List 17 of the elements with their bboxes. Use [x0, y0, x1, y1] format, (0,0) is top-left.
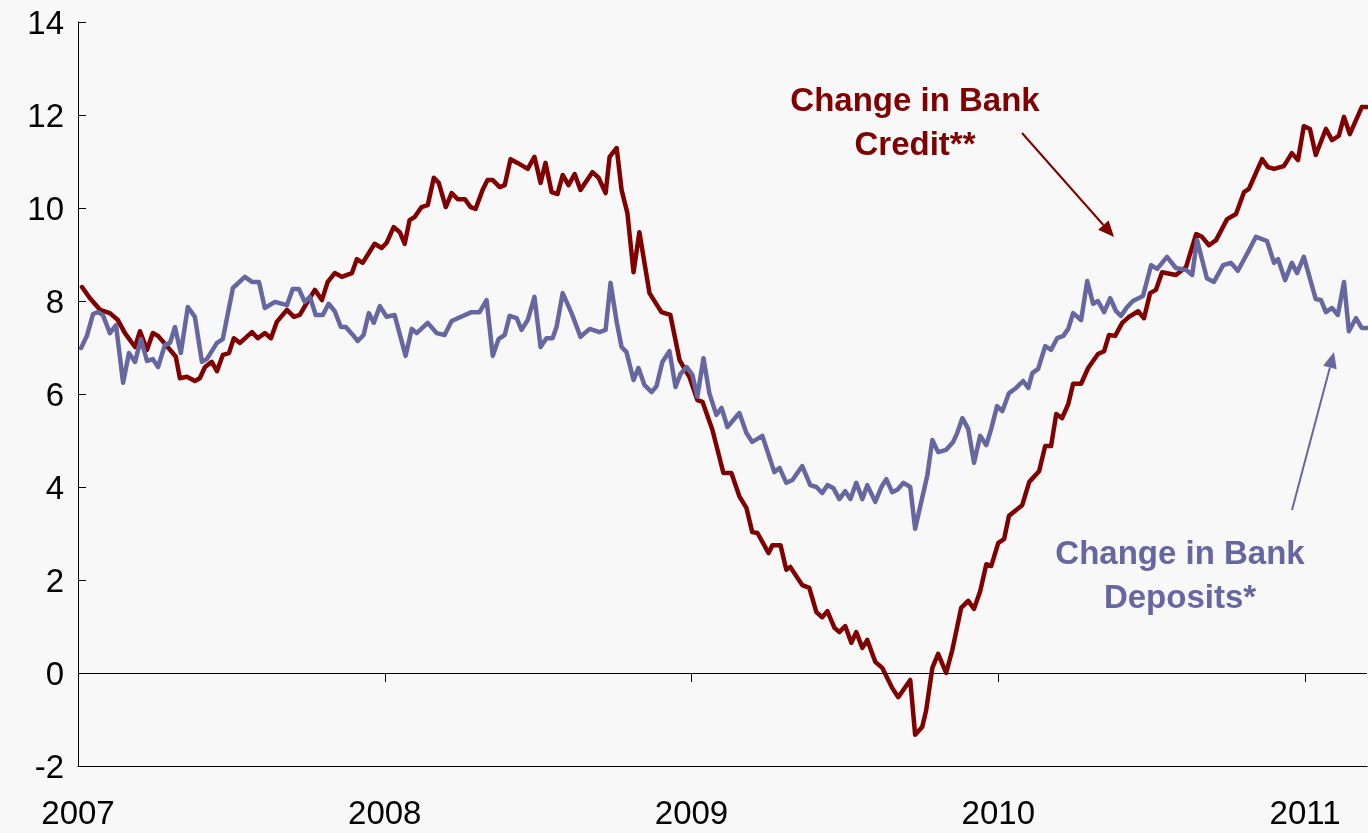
text: Change in Bank Deposits*	[1054, 533, 1306, 617]
y-tick-label: 14	[27, 3, 64, 41]
text: Change in Bank Credit**	[789, 80, 1041, 164]
x-tick-label: 2010	[961, 794, 1035, 831]
y-tick-label: 2	[45, 561, 64, 599]
x-tick-label: 2009	[654, 794, 729, 831]
x-tick-label: 2007	[41, 794, 115, 831]
y-tick-label: 4	[45, 468, 64, 506]
y-tick-label: -2	[34, 747, 64, 785]
y-tick-label: 12	[27, 96, 64, 134]
y-tick-label: 10	[27, 189, 64, 227]
y-tick-label: 8	[45, 282, 64, 320]
x-tick-label: 2008	[348, 794, 422, 831]
y-tick-label: 0	[45, 654, 64, 692]
y-tick-label: 6	[45, 375, 64, 413]
line-series	[78, 234, 1368, 532]
x-tick-label: 2011	[1269, 794, 1341, 831]
